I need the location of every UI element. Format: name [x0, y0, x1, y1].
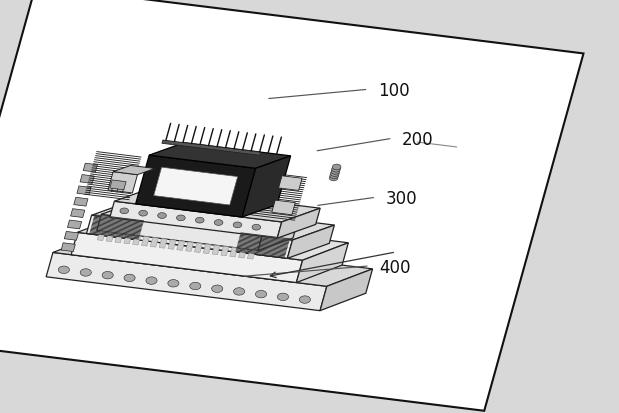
- Polygon shape: [230, 247, 238, 257]
- Circle shape: [168, 280, 179, 287]
- Text: 200: 200: [402, 131, 434, 149]
- Polygon shape: [168, 240, 176, 249]
- Circle shape: [124, 274, 135, 282]
- Polygon shape: [110, 201, 282, 238]
- Text: 300: 300: [386, 190, 417, 208]
- Polygon shape: [115, 233, 123, 243]
- Polygon shape: [77, 186, 91, 195]
- Polygon shape: [142, 236, 149, 246]
- Polygon shape: [124, 234, 132, 244]
- Circle shape: [196, 217, 204, 223]
- Polygon shape: [108, 172, 137, 193]
- Polygon shape: [113, 166, 155, 175]
- Circle shape: [58, 266, 69, 273]
- Text: 400: 400: [379, 259, 411, 277]
- Circle shape: [252, 224, 261, 230]
- Polygon shape: [272, 200, 295, 215]
- Polygon shape: [136, 155, 256, 217]
- Circle shape: [329, 175, 338, 181]
- Polygon shape: [106, 232, 114, 242]
- Circle shape: [300, 296, 311, 303]
- Polygon shape: [71, 209, 85, 218]
- Polygon shape: [221, 246, 229, 256]
- Polygon shape: [83, 163, 97, 172]
- Polygon shape: [242, 156, 291, 217]
- Polygon shape: [194, 243, 202, 253]
- Polygon shape: [102, 202, 298, 234]
- Circle shape: [256, 290, 267, 298]
- Circle shape: [190, 282, 201, 290]
- Polygon shape: [97, 214, 262, 251]
- Polygon shape: [212, 245, 220, 255]
- Polygon shape: [203, 244, 211, 254]
- Polygon shape: [67, 220, 82, 229]
- Circle shape: [233, 288, 245, 295]
- Polygon shape: [297, 243, 348, 282]
- Circle shape: [212, 285, 223, 292]
- Polygon shape: [279, 176, 302, 190]
- Polygon shape: [97, 231, 105, 240]
- Polygon shape: [258, 222, 298, 251]
- Circle shape: [233, 222, 242, 228]
- Polygon shape: [159, 239, 167, 248]
- Polygon shape: [80, 175, 94, 183]
- Text: 100: 100: [378, 82, 410, 100]
- Polygon shape: [110, 180, 126, 190]
- Circle shape: [139, 210, 147, 216]
- Polygon shape: [248, 249, 255, 259]
- Circle shape: [331, 171, 339, 176]
- Circle shape: [332, 164, 341, 170]
- Circle shape: [120, 208, 129, 214]
- Polygon shape: [46, 252, 327, 311]
- Polygon shape: [177, 241, 184, 250]
- Polygon shape: [0, 0, 584, 411]
- Polygon shape: [149, 142, 291, 169]
- Polygon shape: [115, 188, 320, 222]
- Polygon shape: [71, 233, 303, 282]
- Polygon shape: [320, 269, 373, 311]
- Polygon shape: [150, 237, 158, 247]
- Polygon shape: [154, 167, 238, 205]
- Polygon shape: [287, 225, 334, 258]
- Polygon shape: [87, 215, 292, 258]
- Polygon shape: [92, 200, 334, 240]
- Polygon shape: [53, 235, 373, 286]
- Polygon shape: [277, 208, 320, 238]
- Circle shape: [331, 169, 340, 174]
- Circle shape: [146, 277, 157, 284]
- Polygon shape: [162, 140, 261, 155]
- Polygon shape: [132, 235, 141, 245]
- Polygon shape: [186, 242, 194, 252]
- Circle shape: [332, 166, 340, 172]
- Polygon shape: [238, 248, 246, 258]
- Circle shape: [214, 220, 223, 225]
- Polygon shape: [77, 215, 348, 260]
- Polygon shape: [61, 243, 76, 252]
- Circle shape: [176, 215, 185, 221]
- Polygon shape: [74, 197, 88, 206]
- Polygon shape: [64, 231, 79, 240]
- Circle shape: [158, 213, 167, 218]
- Circle shape: [80, 269, 92, 276]
- Circle shape: [330, 173, 339, 179]
- Circle shape: [277, 293, 288, 301]
- Circle shape: [102, 271, 113, 279]
